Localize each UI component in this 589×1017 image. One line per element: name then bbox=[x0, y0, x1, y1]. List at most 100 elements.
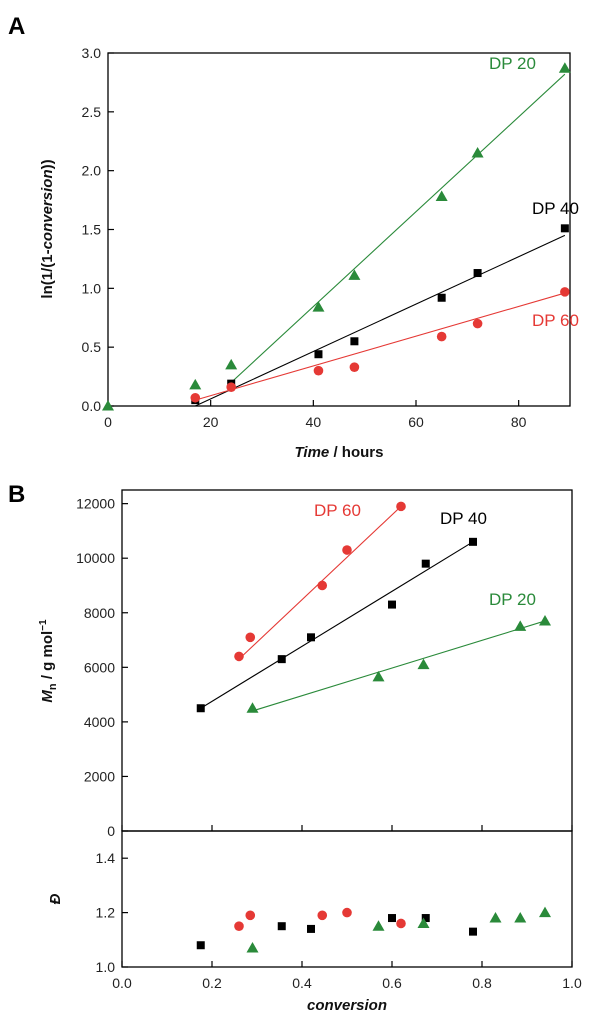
panel-b-upper-y-tick-label: 8000 bbox=[84, 605, 115, 621]
panel-b-lower-y-tick-label: 1.0 bbox=[96, 959, 116, 975]
dp60-dispersity-circle-marker bbox=[317, 910, 328, 921]
dp20-a-triangle-marker bbox=[348, 269, 361, 280]
panel-b-lower-x-tick-label: 0.6 bbox=[382, 975, 402, 991]
panel-b-upper-y-tick-label: 0 bbox=[107, 823, 115, 839]
dp60-dispersity-circle-marker bbox=[245, 910, 256, 921]
panel-b-lower-ticks: 0.0 0.2 0.4 0.6 0.8 1.0 1.0 1.2 1.4 bbox=[96, 850, 582, 991]
fit-line-dp40-a bbox=[195, 234, 566, 407]
dp40-dispersity-square-marker bbox=[469, 927, 477, 936]
dp60-a-circle-marker bbox=[190, 392, 201, 403]
dp40-dispersity-square-marker bbox=[421, 914, 430, 923]
dp20-b-triangle-marker bbox=[246, 702, 259, 713]
panel-a-y-tick-label: 0.5 bbox=[82, 339, 102, 355]
panel-b-upper-y-tick-label: 12000 bbox=[76, 496, 115, 512]
dp20-dispersity-triangle-marker bbox=[489, 912, 502, 923]
panel-a-y-tick-label: 1.0 bbox=[82, 280, 102, 296]
dp20-b-triangle-marker bbox=[372, 670, 385, 682]
panel-b-upper-y-tick-label: 4000 bbox=[84, 714, 115, 730]
panel-a-y-tick-label: 3.0 bbox=[82, 45, 102, 61]
panel-a-fit-lines bbox=[195, 73, 566, 407]
panel-b-lower-x-tick-label: 1.0 bbox=[562, 975, 582, 991]
dp40-a-square-marker bbox=[314, 350, 323, 359]
panel-a-y-axis-label: ln(1/(1-conversion)) bbox=[39, 159, 56, 298]
panel-a-x-axis-label: Time / hours bbox=[295, 444, 384, 461]
panel-a-ticks: 0 20 40 60 80 0.0 0.5 1.0 1.5 2.0 2.5 3.0 bbox=[82, 45, 527, 430]
dp40-a-square-marker bbox=[350, 337, 359, 346]
dp20-b-triangle-marker bbox=[539, 614, 551, 626]
dp20-a-triangle-marker bbox=[102, 400, 114, 411]
dp40-b-square-marker bbox=[277, 655, 286, 664]
fit-line-dp20-a bbox=[230, 73, 566, 383]
series-label-dp60-b: DP 60 bbox=[314, 501, 361, 520]
panel-b-chart: 0 2000 4000 6000 8000 10000 12000 Mn / g mol−1… bbox=[38, 489, 582, 1014]
dp20-dispersity-triangle-marker bbox=[417, 917, 430, 928]
panel-a-chart: 0 20 40 60 80 0.0 0.5 1.0 1.5 2.0 2.5 3.0 Time / ho… bbox=[39, 45, 579, 461]
panel-b-lower-y-axis-label: Đ bbox=[47, 893, 64, 904]
dp40-b-square-marker bbox=[469, 537, 477, 546]
dp60-a-circle-marker bbox=[472, 318, 483, 329]
panel-a-y-tick-label: 2.0 bbox=[82, 163, 102, 179]
fit-line-dp40-b bbox=[200, 541, 474, 709]
panel-a-y-tick-label: 0.0 bbox=[82, 398, 102, 414]
series-label-dp40-a: DP 40 bbox=[532, 199, 579, 218]
dp20-dispersity-triangle-marker bbox=[514, 912, 527, 923]
dp40-a-square-marker bbox=[560, 224, 569, 233]
series-label-dp20-b: DP 20 bbox=[489, 590, 536, 609]
panel-b-upper-markers bbox=[196, 501, 551, 713]
dp60-a-circle-marker bbox=[226, 382, 236, 392]
dp20-a-triangle-marker bbox=[312, 301, 325, 312]
dp40-b-square-marker bbox=[388, 600, 396, 609]
dp20-a-triangle-marker bbox=[558, 62, 571, 73]
panel-b-x-axis-label: conversion bbox=[307, 997, 387, 1014]
panel-a-x-tick-label: 0 bbox=[104, 414, 112, 430]
dp40-a-square-marker bbox=[473, 269, 482, 278]
series-label-dp20-a: DP 20 bbox=[489, 54, 536, 73]
panel-a-x-tick-label: 40 bbox=[306, 414, 322, 430]
dp60-a-circle-marker bbox=[436, 331, 447, 342]
dp60-b-circle-marker bbox=[234, 651, 244, 662]
panel-b-lower-y-tick-label: 1.2 bbox=[96, 905, 116, 921]
dp60-a-circle-marker bbox=[349, 362, 360, 372]
dp40-b-square-marker bbox=[307, 633, 315, 642]
panel-b-lower-axes bbox=[121, 830, 573, 968]
dp60-b-circle-marker bbox=[396, 501, 406, 512]
panel-a-y-tick-label: 2.5 bbox=[82, 104, 102, 120]
dp60-a-circle-marker bbox=[560, 287, 570, 297]
panel-a-axes bbox=[107, 52, 571, 407]
dp40-dispersity-square-marker bbox=[307, 924, 315, 933]
dp60-b-circle-marker bbox=[245, 632, 256, 643]
panel-b-lower-x-tick-label: 0.2 bbox=[202, 975, 222, 991]
dp60-dispersity-circle-marker bbox=[342, 907, 352, 918]
dp20-a-triangle-marker bbox=[435, 190, 448, 202]
series-label-dp60-a: DP 60 bbox=[532, 311, 579, 330]
panel-b-upper-axes bbox=[121, 489, 573, 832]
panel-a-markers bbox=[102, 62, 571, 411]
dp20-dispersity-triangle-marker bbox=[372, 920, 385, 931]
panel-a-x-tick-label: 20 bbox=[203, 414, 219, 430]
dp20-dispersity-triangle-marker bbox=[539, 906, 551, 918]
dp40-dispersity-square-marker bbox=[388, 914, 396, 923]
panel-b-lower-x-tick-label: 0.0 bbox=[112, 975, 132, 991]
dp20-b-triangle-marker bbox=[514, 620, 527, 631]
dp60-a-circle-marker bbox=[313, 365, 324, 376]
dp20-a-triangle-marker bbox=[189, 378, 202, 390]
dp60-b-circle-marker bbox=[317, 580, 328, 591]
panel-letter-b: B bbox=[8, 481, 25, 508]
dp40-dispersity-square-marker bbox=[277, 922, 286, 931]
panel-a-x-tick-label: 80 bbox=[511, 414, 527, 430]
fit-line-dp60-a bbox=[195, 292, 566, 401]
dp20-dispersity-triangle-marker bbox=[246, 941, 259, 953]
panel-b-upper-ticks: 0 2000 4000 6000 8000 10000 12000 bbox=[76, 496, 573, 839]
panel-b-lower-x-tick-label: 0.4 bbox=[292, 975, 312, 991]
panel-b-lower-y-tick-label: 1.4 bbox=[96, 850, 116, 866]
panel-letter-a: A bbox=[8, 13, 25, 40]
panel-b-upper-y-tick-label: 2000 bbox=[84, 768, 115, 784]
panel-a-y-tick-label: 1.5 bbox=[82, 222, 102, 238]
dp40-b-square-marker bbox=[421, 559, 430, 568]
panel-b-upper-y-tick-label: 6000 bbox=[84, 659, 115, 675]
fit-line-dp20-b bbox=[252, 620, 546, 712]
panel-b-upper-y-axis-label: Mn / g mol−1 bbox=[38, 619, 59, 703]
dp60-b-circle-marker bbox=[342, 545, 352, 555]
panel-b-lower-x-tick-label: 0.8 bbox=[472, 975, 492, 991]
